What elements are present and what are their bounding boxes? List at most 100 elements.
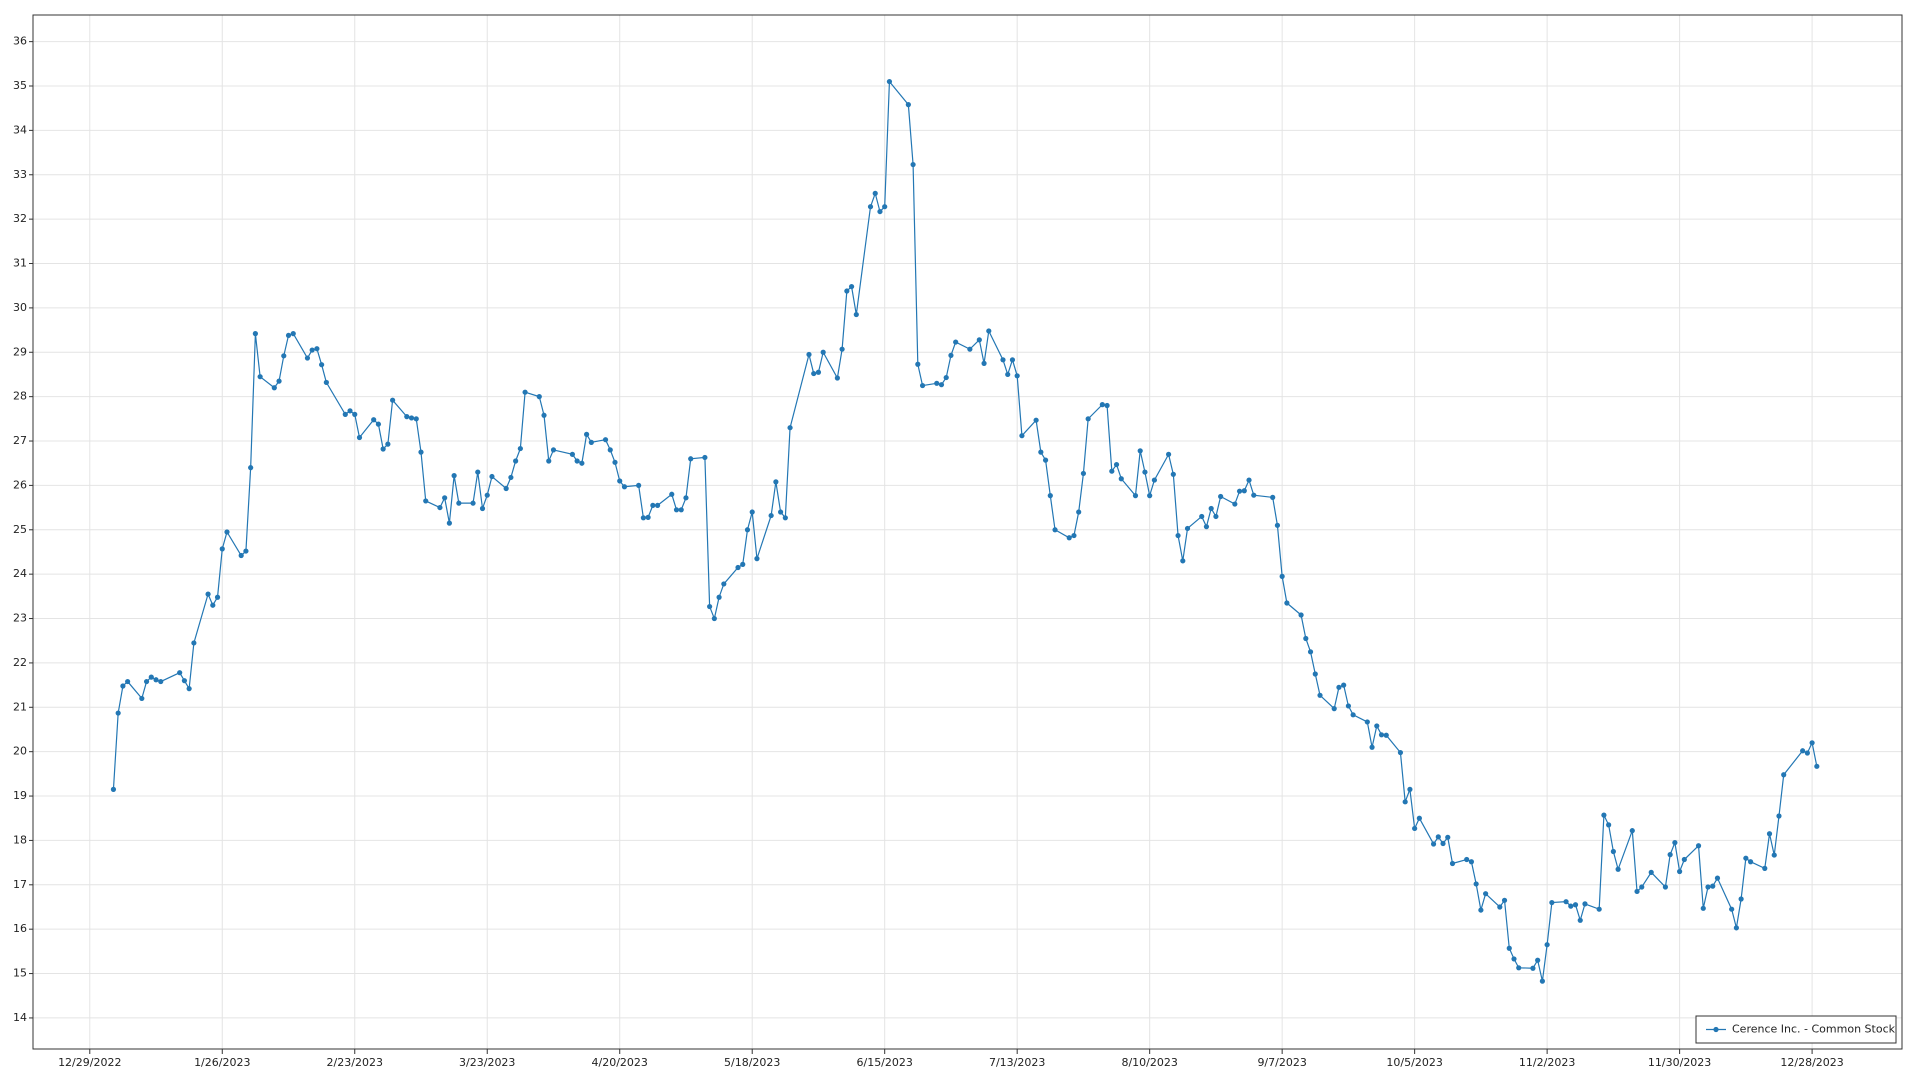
data-point bbox=[281, 353, 287, 359]
x-tick-label: 11/30/2023 bbox=[1648, 1056, 1711, 1069]
y-tick-label: 29 bbox=[13, 345, 27, 358]
data-point bbox=[1000, 357, 1006, 363]
data-point bbox=[1535, 957, 1541, 963]
data-point bbox=[1639, 884, 1645, 890]
data-point bbox=[844, 288, 850, 294]
x-tick-label: 12/28/2023 bbox=[1780, 1056, 1843, 1069]
data-point bbox=[1733, 925, 1739, 931]
data-point bbox=[1184, 525, 1191, 532]
data-point bbox=[125, 678, 131, 685]
data-point bbox=[872, 190, 878, 196]
data-point bbox=[1175, 532, 1181, 539]
data-point bbox=[181, 678, 188, 684]
data-point bbox=[1511, 956, 1517, 962]
y-tick-label: 24 bbox=[13, 567, 27, 580]
data-point bbox=[1279, 573, 1285, 579]
data-point bbox=[1468, 859, 1475, 865]
data-point bbox=[205, 591, 211, 597]
data-point bbox=[418, 449, 424, 455]
data-point bbox=[408, 415, 415, 421]
y-tick-label: 17 bbox=[13, 878, 27, 891]
data-point bbox=[1307, 649, 1314, 655]
data-point bbox=[210, 602, 216, 608]
data-point bbox=[905, 102, 911, 108]
data-point bbox=[1568, 903, 1574, 909]
y-tick-label: 15 bbox=[13, 967, 27, 980]
data-point bbox=[1714, 875, 1721, 881]
data-point bbox=[347, 408, 353, 414]
y-tick-label: 16 bbox=[13, 922, 27, 935]
data-point bbox=[508, 474, 514, 481]
data-point bbox=[1170, 471, 1176, 477]
data-point bbox=[191, 640, 197, 646]
data-point bbox=[1478, 907, 1484, 913]
data-point bbox=[550, 447, 557, 453]
data-point bbox=[1052, 527, 1058, 533]
data-point bbox=[934, 380, 940, 386]
data-point bbox=[484, 492, 490, 498]
data-point bbox=[285, 332, 292, 339]
data-point bbox=[768, 512, 774, 519]
data-point bbox=[1151, 477, 1157, 483]
data-point bbox=[1071, 532, 1077, 539]
data-point bbox=[1076, 509, 1082, 515]
y-tick-label: 30 bbox=[13, 301, 27, 314]
data-point bbox=[1700, 905, 1706, 911]
data-point bbox=[1648, 869, 1654, 875]
x-tick-label: 11/2/2023 bbox=[1519, 1056, 1575, 1069]
data-point bbox=[489, 473, 495, 480]
data-point bbox=[1199, 513, 1205, 520]
data-point bbox=[385, 441, 391, 447]
data-point bbox=[1412, 825, 1418, 832]
data-point bbox=[252, 331, 258, 337]
data-point bbox=[986, 328, 992, 334]
data-point bbox=[1203, 524, 1210, 530]
data-point bbox=[1416, 815, 1422, 821]
data-point bbox=[640, 515, 646, 521]
data-point bbox=[811, 370, 817, 377]
data-point bbox=[735, 564, 741, 571]
data-point bbox=[120, 683, 126, 689]
data-point bbox=[1397, 749, 1404, 756]
data-point bbox=[1014, 373, 1020, 379]
data-point bbox=[1066, 535, 1072, 541]
y-tick-label: 23 bbox=[13, 612, 27, 625]
data-point bbox=[1378, 732, 1385, 738]
y-tick-label: 28 bbox=[13, 390, 27, 403]
data-point bbox=[948, 352, 954, 358]
data-point bbox=[380, 446, 386, 452]
y-tick-label: 36 bbox=[13, 35, 27, 48]
x-tick-label: 1/26/2023 bbox=[194, 1056, 250, 1069]
data-point bbox=[1771, 852, 1777, 858]
y-tick-label: 32 bbox=[13, 212, 27, 225]
data-point bbox=[1582, 901, 1588, 907]
data-point bbox=[1762, 865, 1768, 871]
data-point bbox=[1804, 750, 1810, 756]
data-point bbox=[475, 469, 481, 475]
data-point bbox=[848, 283, 855, 290]
data-point bbox=[1180, 558, 1186, 564]
data-point bbox=[186, 686, 192, 692]
data-point bbox=[110, 786, 117, 792]
x-tick-label: 10/5/2023 bbox=[1386, 1056, 1442, 1069]
data-point bbox=[503, 485, 509, 492]
plot-frame bbox=[32, 14, 1903, 1050]
data-point bbox=[257, 374, 263, 380]
data-point bbox=[1516, 965, 1522, 971]
data-point bbox=[820, 349, 826, 355]
data-point bbox=[276, 378, 282, 384]
y-tick-label: 26 bbox=[13, 478, 27, 491]
legend-label: Cerence Inc. - Common Stock bbox=[1732, 1023, 1896, 1036]
data-point bbox=[342, 411, 348, 417]
data-point bbox=[1577, 917, 1583, 923]
x-tick-label: 3/23/2023 bbox=[459, 1056, 515, 1069]
data-point bbox=[304, 355, 311, 361]
data-point bbox=[1033, 417, 1039, 423]
data-point bbox=[702, 454, 708, 461]
legend-box bbox=[1695, 1015, 1897, 1044]
data-point bbox=[513, 458, 519, 464]
data-point bbox=[645, 514, 651, 520]
data-point bbox=[1118, 476, 1124, 482]
x-tick-label: 2/23/2023 bbox=[327, 1056, 383, 1069]
